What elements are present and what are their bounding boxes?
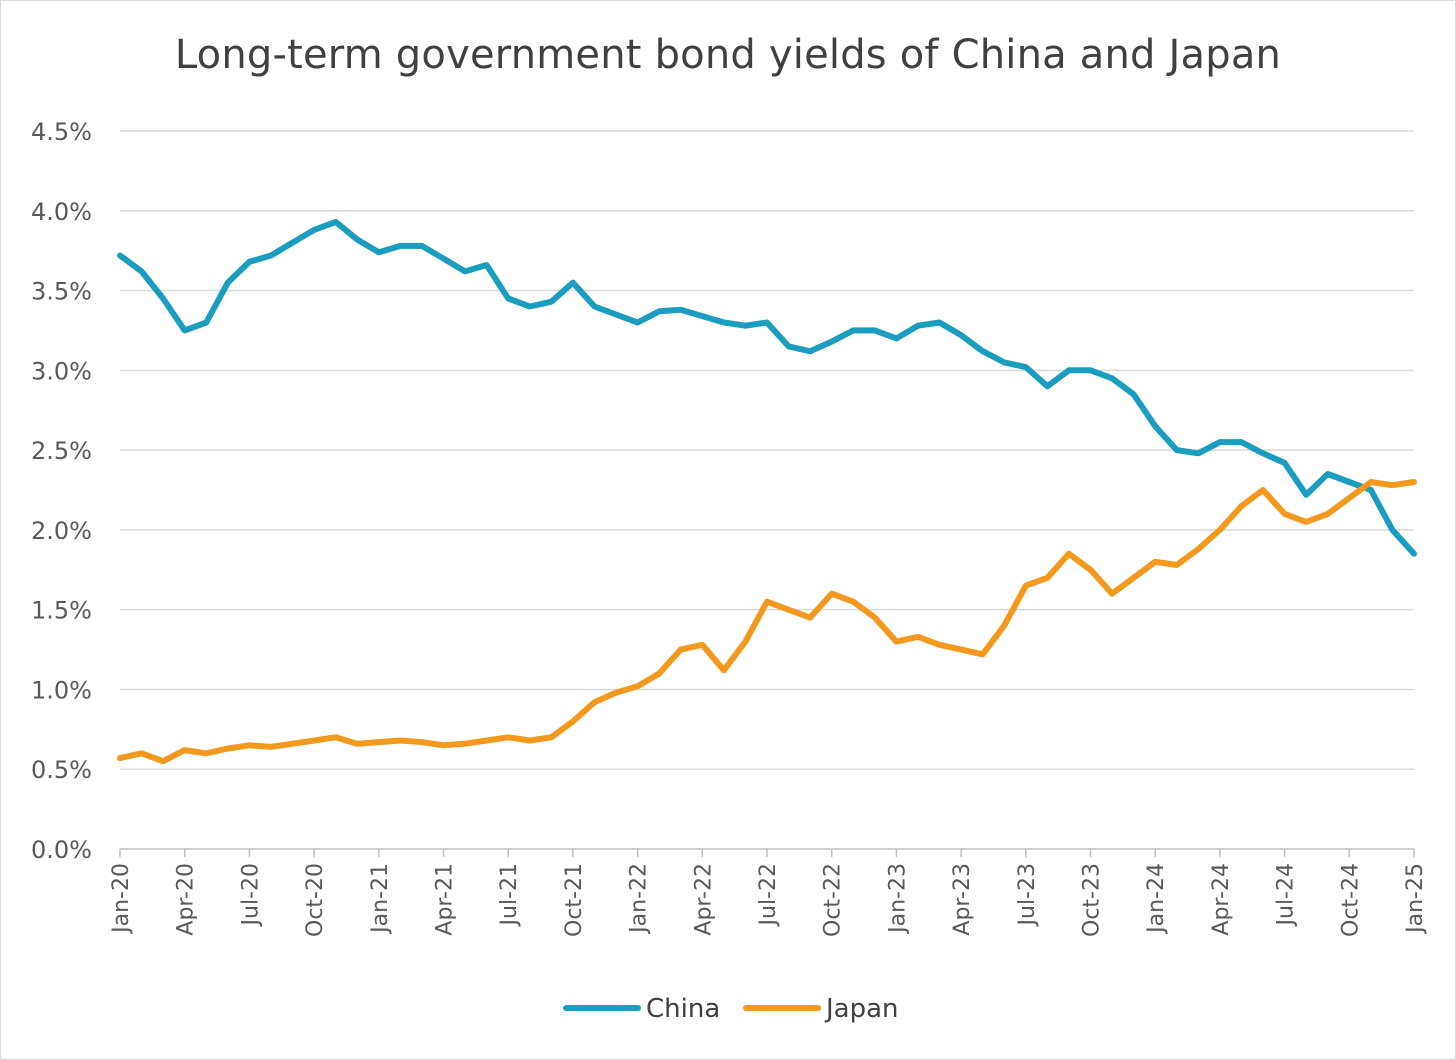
y-tick-label: 2.0% (31, 517, 92, 545)
x-tick-label: Jul-21 (497, 863, 522, 927)
x-tick-label: Jan-22 (627, 863, 652, 935)
y-tick-label: 4.0% (31, 198, 92, 226)
y-tick-label: 3.0% (31, 357, 92, 385)
x-tick-label: Oct-24 (1338, 863, 1363, 937)
y-axis-ticks: 0.0% 0.5% 1.0% 1.5% 2.0% 2.5% 3.0% 3.5% 4.0% 4.5% (31, 118, 92, 864)
x-axis (119, 848, 1415, 857)
y-tick-label: 3.5% (31, 278, 92, 306)
chart-title: Long-term government bond yields of Chin… (174, 32, 1282, 78)
series-line-china (117, 218, 1417, 557)
x-tick-label: Apr-21 (433, 863, 458, 936)
y-tick-label: 1.0% (31, 676, 92, 704)
x-tick-label: Oct-20 (303, 863, 328, 937)
y-tick-label: 2.5% (31, 437, 92, 465)
x-tick-label: Apr-24 (1209, 863, 1234, 936)
y-tick-label: 0.0% (31, 836, 92, 864)
x-tick-label: Jan-24 (1144, 863, 1169, 935)
y-tick-label: 0.5% (31, 756, 92, 784)
x-tick-label: Apr-20 (174, 863, 199, 936)
series-line-japan (117, 479, 1417, 765)
x-tick-label: Jan-25 (1403, 863, 1428, 935)
x-tick-label: Jul-24 (1274, 863, 1299, 927)
x-tick-label: Jul-20 (238, 863, 263, 927)
x-axis-ticks: Jan-20 Apr-20 Jul-20 Oct-20 Jan-21 Apr-21 Jul-… (109, 863, 1428, 937)
legend-label-japan: Japan (824, 994, 899, 1024)
legend: China Japan (563, 994, 899, 1024)
gridlines (120, 130, 1414, 770)
legend-label-china: China (646, 994, 720, 1024)
x-tick-label: Jan-21 (368, 863, 393, 935)
x-tick-label: Oct-21 (562, 863, 587, 937)
x-tick-label: Jan-23 (885, 863, 910, 935)
x-tick-label: Jul-23 (1015, 863, 1040, 927)
x-tick-label: Apr-23 (950, 863, 975, 936)
y-tick-label: 4.5% (31, 118, 92, 146)
x-tick-label: Jul-22 (756, 863, 781, 927)
x-tick-label: Oct-23 (1080, 863, 1105, 937)
series-lines (117, 218, 1417, 765)
y-tick-label: 1.5% (31, 597, 92, 625)
x-tick-label: Oct-22 (821, 863, 846, 937)
x-tick-label: Jan-20 (109, 863, 134, 935)
x-tick-label: Apr-22 (691, 863, 716, 936)
